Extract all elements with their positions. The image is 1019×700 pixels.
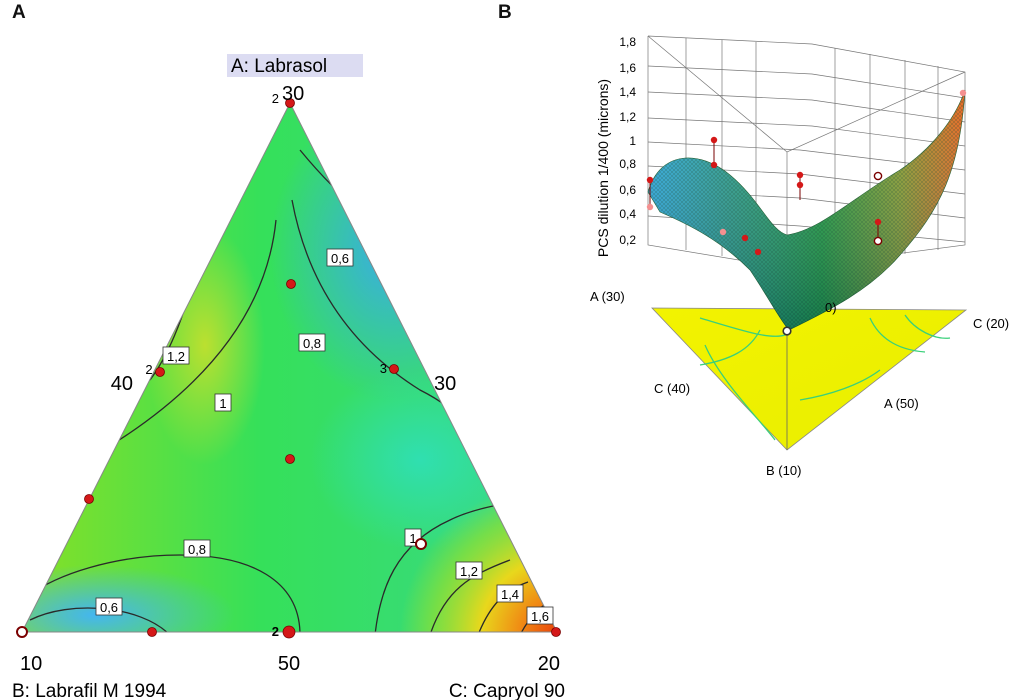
design-point xyxy=(782,326,792,336)
design-point xyxy=(796,171,804,179)
contour-label: 0,8 xyxy=(298,333,326,352)
contour-label: 0,8 xyxy=(183,539,211,558)
design-point xyxy=(551,627,561,637)
design-point xyxy=(874,218,882,226)
base-contours xyxy=(699,314,951,441)
axis-ticks: 30 40 30 10 50 20 xyxy=(20,83,560,675)
z-axis-ticks: 1,8 1,6 1,4 1,2 1 0,8 0,6 0,4 0,2 xyxy=(619,35,636,247)
tick-label: 30 xyxy=(434,373,456,395)
contour-label: 1,6 xyxy=(526,606,554,625)
vertex-label-right: C: Capryol 90 xyxy=(449,681,565,700)
corner-label-partial: 0) xyxy=(825,300,837,315)
design-point xyxy=(741,234,749,242)
z-tick-label: 1,4 xyxy=(619,85,636,99)
tick-label: 20 xyxy=(538,653,560,675)
svg-text:1,2: 1,2 xyxy=(460,564,478,579)
corner-label: A (50) xyxy=(884,396,919,411)
tick-label: 30 xyxy=(282,83,304,105)
corner-label: C (40) xyxy=(654,381,690,396)
panel-b-letter: B xyxy=(498,2,512,23)
z-tick-label: 0,8 xyxy=(619,157,636,171)
design-points xyxy=(16,98,561,639)
svg-text:1: 1 xyxy=(219,396,226,411)
design-point xyxy=(286,279,296,289)
svg-text:0,8: 0,8 xyxy=(188,542,206,557)
corner-label: B (10) xyxy=(766,463,801,478)
design-point xyxy=(389,364,399,374)
svg-text:1,2: 1,2 xyxy=(167,349,185,364)
surface-points xyxy=(646,89,967,336)
panel-a-letter: A xyxy=(12,2,26,23)
z-axis-label: PCS dilution 1/400 (microns) xyxy=(595,79,611,257)
design-point xyxy=(959,89,967,97)
contour-label: 0,6 xyxy=(326,248,354,267)
design-point xyxy=(646,203,654,211)
vertex-label-top: A: Labrasol xyxy=(231,56,327,77)
z-tick-label: 1,8 xyxy=(619,35,636,49)
contour-line xyxy=(29,554,301,632)
svg-text:0,6: 0,6 xyxy=(100,600,118,615)
corner-labels: A (30) C (20) C (40) A (50) B (10) 0) xyxy=(590,289,1009,478)
svg-text:0,6: 0,6 xyxy=(331,251,349,266)
response-surface-3d: 1,8 1,6 1,4 1,2 1 0,8 0,6 0,4 0,2 PCS di… xyxy=(590,35,1009,478)
contour-label: 0,6 xyxy=(95,597,123,616)
design-point xyxy=(873,236,883,246)
design-point xyxy=(147,627,157,637)
tick-label: 10 xyxy=(20,653,42,675)
design-point xyxy=(646,176,654,184)
svg-text:1,6: 1,6 xyxy=(531,609,549,624)
ternary-contour-plot: 0,6 0,8 1 1,2 0,8 0,6 1 1,2 xyxy=(12,54,565,700)
corner-label: A (30) xyxy=(590,289,625,304)
contour-line xyxy=(429,559,511,632)
tick-label: 40 xyxy=(111,373,133,395)
contour-label: 1,2 xyxy=(162,346,190,365)
corner-label: C (20) xyxy=(973,316,1009,331)
design-point xyxy=(719,228,727,236)
replicate-count: 2 xyxy=(272,624,279,639)
design-point xyxy=(754,248,762,256)
design-point xyxy=(710,136,718,144)
tick-label: 50 xyxy=(278,653,300,675)
replicate-count: 2 xyxy=(272,91,279,106)
contour-label: 1,4 xyxy=(496,584,524,603)
design-point xyxy=(282,625,296,639)
design-point xyxy=(710,161,718,169)
contour-label: 1,2 xyxy=(455,561,483,580)
z-tick-label: 0,2 xyxy=(619,233,636,247)
replicate-count: 3 xyxy=(380,361,387,376)
svg-text:1,4: 1,4 xyxy=(501,587,519,602)
z-tick-label: 0,4 xyxy=(619,207,636,221)
design-point xyxy=(84,494,94,504)
contour-label: 1 xyxy=(214,393,232,412)
z-tick-label: 1,2 xyxy=(619,110,636,124)
z-tick-label: 0,6 xyxy=(619,183,636,197)
svg-text:1: 1 xyxy=(409,531,416,546)
design-point xyxy=(285,454,295,464)
design-point xyxy=(285,98,295,108)
design-point xyxy=(796,181,804,189)
vertex-label-left: B: Labrafil M 1994 xyxy=(12,681,167,700)
contour-labels: 0,6 0,8 1 1,2 0,8 0,6 1 1,2 xyxy=(95,248,554,625)
replicate-counts: 2 2 3 2 xyxy=(145,91,387,639)
design-point xyxy=(16,626,28,638)
z-tick-label: 1 xyxy=(629,134,636,148)
replicate-count: 2 xyxy=(145,362,152,377)
z-tick-label: 1,6 xyxy=(619,61,636,75)
design-point xyxy=(873,171,883,181)
svg-text:0,8: 0,8 xyxy=(303,336,321,351)
design-point xyxy=(155,367,165,377)
design-point xyxy=(415,538,427,550)
